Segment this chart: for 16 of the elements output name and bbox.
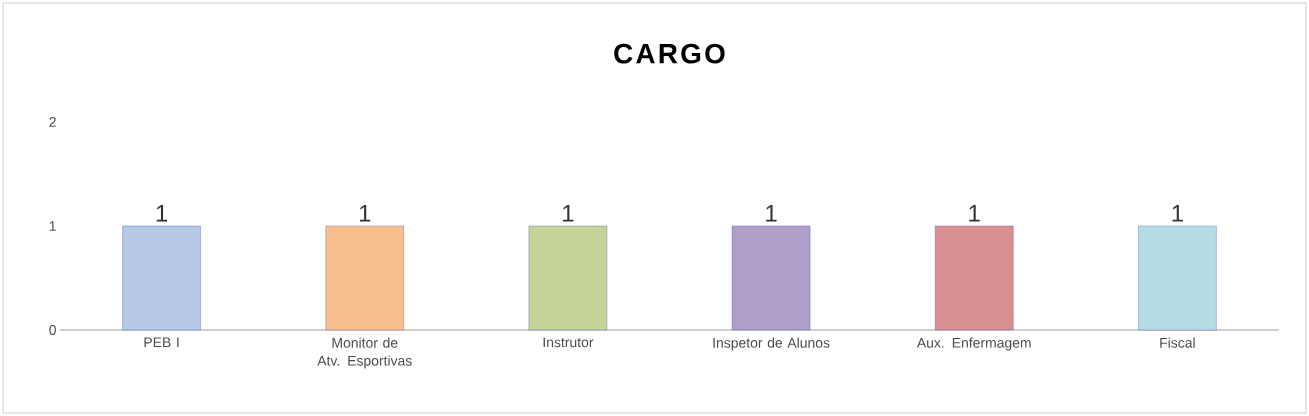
data-label: 1: [563, 205, 574, 222]
y-tick-label: 0: [49, 325, 56, 335]
x-tick-label: Fiscal: [1160, 337, 1195, 348]
data-label: 1: [766, 205, 777, 222]
chart-title: CARGO: [614, 43, 725, 64]
y-tick-label: 2: [49, 117, 56, 127]
x-tick-label: Monitor de Atv. Esportivas: [317, 337, 412, 369]
x-tick-label: Instrutor: [543, 337, 594, 348]
x-tick-label: PEB I: [144, 337, 179, 348]
data-label: 1: [359, 205, 371, 222]
y-tick-label: 1: [49, 221, 56, 231]
x-tick-label: Inspetor de Alunos: [713, 337, 830, 351]
data-label: 1: [1172, 205, 1183, 222]
x-tick-label: Aux. Enfermagem: [916, 337, 1031, 351]
data-label: 1: [156, 205, 168, 222]
data-label: 1: [969, 205, 980, 222]
